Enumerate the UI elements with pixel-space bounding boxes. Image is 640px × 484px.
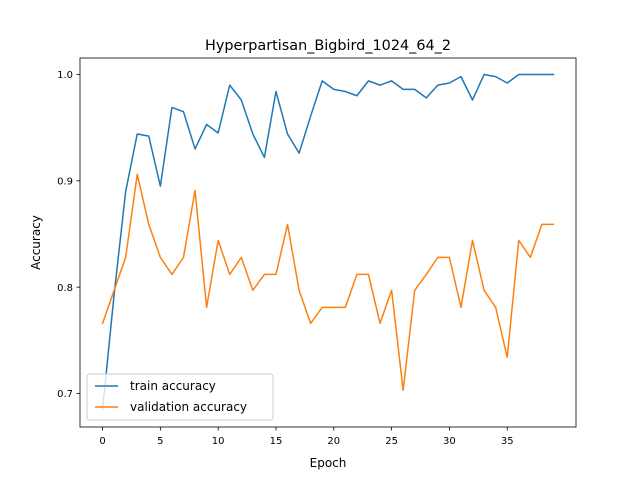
legend: train accuracy validation accuracy [86, 373, 274, 421]
plot-area-frame [79, 57, 577, 428]
x-tick-label: 25 [385, 436, 398, 447]
x-tick-label: 15 [270, 436, 283, 447]
y-tick-label: 0.7 [57, 389, 73, 400]
x-tick-label: 0 [99, 436, 105, 447]
y-tick-label: 0.8 [57, 283, 73, 294]
y-axis-ticks: 0.7 0.8 0.9 1.0 [57, 70, 80, 400]
x-axis-label: Epoch [310, 456, 347, 470]
legend-label-0: train accuracy [130, 379, 216, 393]
x-tick-label: 35 [501, 436, 514, 447]
x-axis-ticks: 0 5 10 15 20 25 30 35 [99, 427, 514, 447]
legend-label-1: validation accuracy [130, 400, 247, 414]
x-tick-label: 10 [212, 436, 225, 447]
plot-lines [101, 73, 555, 411]
x-tick-label: 30 [443, 436, 456, 447]
x-tick-label: 20 [327, 436, 340, 447]
chart-title: Hyperpartisan_Bigbird_1024_64_2 [205, 38, 451, 54]
series-line-0 [101, 73, 555, 411]
y-axis-label: Accuracy [29, 215, 43, 270]
x-tick-label: 5 [157, 436, 163, 447]
y-tick-label: 1.0 [57, 70, 73, 81]
series-line-1 [101, 173, 555, 392]
legend-box [86, 373, 274, 421]
y-tick-label: 0.9 [57, 176, 73, 187]
